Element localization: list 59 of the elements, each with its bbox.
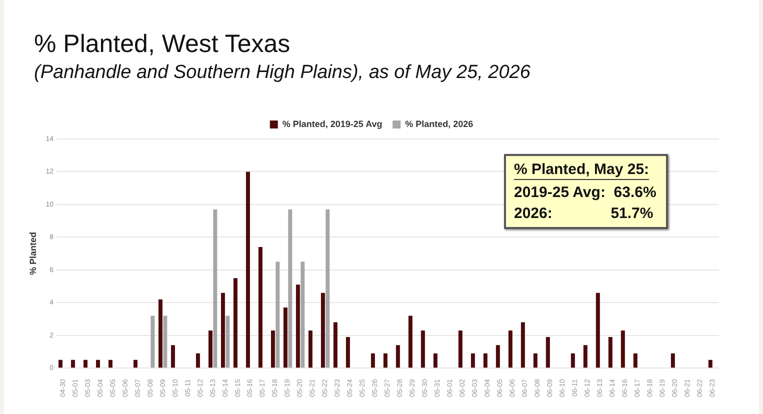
bar bbox=[226, 316, 230, 368]
bar bbox=[163, 316, 168, 368]
bar bbox=[470, 353, 475, 368]
bar bbox=[420, 330, 425, 368]
bar bbox=[276, 262, 280, 368]
bar bbox=[213, 209, 218, 368]
bar bbox=[258, 247, 262, 368]
bar bbox=[233, 278, 238, 368]
bar bbox=[308, 330, 312, 368]
bar bbox=[620, 330, 625, 368]
bar bbox=[283, 308, 288, 368]
bar bbox=[458, 330, 462, 368]
legend-label: % Planted, 2019-25 Avg bbox=[282, 118, 382, 129]
bar bbox=[396, 345, 400, 368]
bar bbox=[583, 345, 588, 368]
bar bbox=[326, 209, 330, 368]
bar bbox=[158, 299, 162, 368]
bar bbox=[570, 353, 575, 368]
bar bbox=[670, 353, 675, 368]
bar bbox=[208, 330, 212, 368]
bar bbox=[370, 353, 375, 368]
bar bbox=[496, 345, 500, 368]
legend-label: % Planted, 2026 bbox=[405, 118, 474, 129]
bar bbox=[270, 330, 275, 368]
y-axis-title: % Planted bbox=[28, 232, 38, 276]
bar bbox=[300, 262, 305, 368]
bar bbox=[508, 330, 512, 368]
bar bbox=[520, 322, 525, 368]
chart-title: % Planted, West Texas bbox=[34, 30, 290, 59]
bar bbox=[320, 292, 325, 368]
bar bbox=[383, 353, 388, 368]
bar bbox=[246, 172, 250, 368]
bar bbox=[608, 337, 612, 368]
bar bbox=[546, 337, 550, 368]
bar bbox=[483, 353, 488, 368]
bar bbox=[296, 284, 300, 368]
bar bbox=[150, 316, 155, 368]
bar bbox=[170, 345, 175, 368]
bar bbox=[346, 337, 350, 368]
bar bbox=[433, 353, 438, 368]
annotation: 2019-25 Avg: 63.6% bbox=[514, 183, 656, 203]
bar bbox=[708, 360, 712, 368]
bar bbox=[196, 353, 200, 368]
bar bbox=[408, 316, 412, 368]
bar bbox=[633, 353, 638, 368]
bar bbox=[533, 353, 538, 368]
bar bbox=[96, 360, 100, 368]
chart-subtitle: (Panhandle and Southern High Plains), as of May 25, 2026 bbox=[34, 62, 530, 84]
bar bbox=[108, 360, 112, 368]
bar bbox=[71, 360, 75, 368]
bar bbox=[596, 292, 600, 368]
annotation: % Planted, May 25: bbox=[514, 160, 650, 180]
bar bbox=[220, 292, 225, 368]
bar bbox=[288, 209, 292, 368]
bar bbox=[333, 322, 338, 368]
bar bbox=[58, 360, 62, 368]
bar bbox=[83, 360, 88, 368]
bar bbox=[133, 360, 138, 368]
annotation: 2026: 51.7% bbox=[514, 204, 654, 224]
